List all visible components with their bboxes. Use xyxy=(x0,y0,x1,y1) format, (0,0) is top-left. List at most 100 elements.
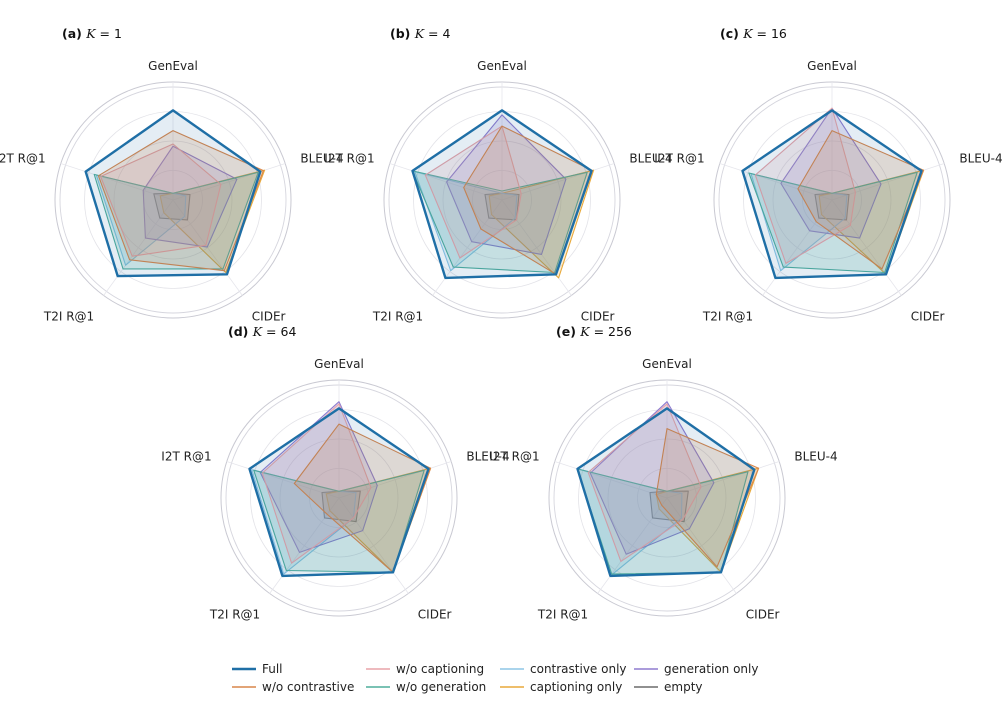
axis-spoke-cider xyxy=(831,199,902,296)
radar-panel-3: (c) K = 16 GenEval BLEU-4 CIDEr T2I R@1 I2T R… xyxy=(654,26,1002,323)
axis-label-bleu-4: BLEU-4 xyxy=(959,152,1002,166)
legend-item-w-o-captioning: w/o captioning xyxy=(366,662,484,676)
legend-item-captioning-only: captioning only xyxy=(500,680,622,694)
panel-k-value: = 16 xyxy=(753,26,787,41)
axis-label-bleu-4: BLEU-4 xyxy=(466,450,509,464)
axis-label-geneval: GenEval xyxy=(148,59,198,73)
panel-title: (b) K = 4 xyxy=(390,26,450,41)
axis-spoke-bleu-4 xyxy=(338,461,452,499)
panel-label: (a) xyxy=(62,26,86,41)
panel-label: (e) xyxy=(556,324,580,339)
series-w-o-generation xyxy=(748,171,918,274)
series-full xyxy=(411,109,593,280)
axis-label-bleu-4: BLEU-4 xyxy=(300,152,343,166)
axis-spoke-t2i-r-1 xyxy=(762,199,833,296)
series-w-o-generation xyxy=(93,171,259,270)
axis-label-t2i-r-1: T2I R@1 xyxy=(209,607,260,621)
panel-k-value: = 1 xyxy=(96,26,122,41)
panel-k-symbol: K xyxy=(414,26,425,41)
radar-panel-5: (e) K = 256 GenEval BLEU-4 CIDEr T2I R@1 I2T … xyxy=(489,324,837,621)
axis-label-cider: CIDEr xyxy=(911,309,945,323)
axis-spoke-t2i-r-1 xyxy=(597,497,668,594)
series-full xyxy=(576,407,756,578)
axis-label-i2t-r-1: I2T R@1 xyxy=(0,152,46,166)
axis-label-geneval: GenEval xyxy=(807,59,857,73)
panel-k-symbol: K xyxy=(252,324,263,339)
legend-item-empty: empty xyxy=(634,680,703,694)
radar-panel-4: (d) K = 64 GenEval BLEU-4 CIDEr T2I R@1 I2T R… xyxy=(161,324,509,621)
legend-item-w-o-generation: w/o generation xyxy=(366,680,486,694)
legend-item-generation-only: generation only xyxy=(634,662,758,676)
axis-spoke-i2t-r-1 xyxy=(389,163,503,201)
series-full xyxy=(741,109,923,280)
series-generation-only xyxy=(589,401,715,555)
series-w-o-captioning xyxy=(754,107,856,264)
legend-label: w/o captioning xyxy=(396,662,484,676)
axis-label-bleu-4: BLEU-4 xyxy=(629,152,672,166)
panel-k-symbol: K xyxy=(85,26,96,41)
axis-spoke-cider xyxy=(666,497,737,594)
axis-spoke-i2t-r-1 xyxy=(226,461,340,499)
panel-k-symbol: K xyxy=(742,26,753,41)
axis-label-cider: CIDEr xyxy=(746,607,780,621)
series-full xyxy=(84,109,262,278)
legend-label: w/o generation xyxy=(396,680,486,694)
radar-panel-1: (a) K = 1 GenEval BLEU-4 CIDEr T2I R@1 I2T R@… xyxy=(0,26,344,323)
panel-label: (d) xyxy=(228,324,253,339)
legend-label: Full xyxy=(262,662,283,676)
axis-label-geneval: GenEval xyxy=(642,357,692,371)
panel-k-symbol: K xyxy=(579,324,590,339)
series-w-o-captioning xyxy=(424,125,522,259)
axis-spoke-t2i-r-1 xyxy=(432,199,503,296)
series-w-o-generation xyxy=(253,469,425,573)
series-generation-only xyxy=(142,145,238,248)
panel-k-value: = 64 xyxy=(262,324,296,339)
axis-label-cider: CIDEr xyxy=(418,607,452,621)
axis-label-i2t-r-1: I2T R@1 xyxy=(654,152,704,166)
radar-panel-2: (b) K = 4 GenEval BLEU-4 CIDEr T2I R@1 I2T R@… xyxy=(324,26,672,323)
axis-label-t2i-r-1: T2I R@1 xyxy=(537,607,588,621)
series-full xyxy=(248,407,430,578)
series-empty xyxy=(814,192,850,221)
axis-spoke-bleu-4 xyxy=(666,461,780,499)
axis-spoke-cider xyxy=(338,497,409,594)
panel-k-value: = 256 xyxy=(590,324,632,339)
legend-label: generation only xyxy=(664,662,758,676)
axis-label-t2i-r-1: T2I R@1 xyxy=(372,309,423,323)
legend-label: empty xyxy=(664,680,703,694)
series-empty xyxy=(153,192,191,221)
axis-spoke-cider xyxy=(501,199,572,296)
axis-label-i2t-r-1: I2T R@1 xyxy=(324,152,374,166)
axis-label-cider: CIDEr xyxy=(252,309,286,323)
legend-label: w/o contrastive xyxy=(262,680,354,694)
axis-label-t2i-r-1: T2I R@1 xyxy=(702,309,753,323)
axis-label-bleu-4: BLEU-4 xyxy=(794,450,837,464)
axis-spoke-bleu-4 xyxy=(831,163,945,201)
axis-spoke-i2t-r-1 xyxy=(554,461,668,499)
panel-title: (d) K = 64 xyxy=(228,324,296,339)
axis-label-t2i-r-1: T2I R@1 xyxy=(43,309,94,323)
panel-k-value: = 4 xyxy=(424,26,450,41)
axis-label-cider: CIDEr xyxy=(581,309,615,323)
legend-label: captioning only xyxy=(530,680,622,694)
legend-label: contrastive only xyxy=(530,662,627,676)
series-w-o-captioning xyxy=(587,403,702,562)
axis-spoke-bleu-4 xyxy=(172,163,286,201)
panel-label: (c) xyxy=(720,26,743,41)
series-generation-only xyxy=(259,401,378,553)
panel-title: (a) K = 1 xyxy=(62,26,122,41)
axis-label-i2t-r-1: I2T R@1 xyxy=(161,450,211,464)
axis-label-geneval: GenEval xyxy=(314,357,364,371)
axis-label-i2t-r-1: I2T R@1 xyxy=(489,450,539,464)
axis-spoke-t2i-r-1 xyxy=(103,199,174,296)
series-empty xyxy=(484,192,520,221)
panel-title: (e) K = 256 xyxy=(556,324,632,339)
series-w-o-captioning xyxy=(261,403,372,564)
legend-item-w-o-contrastive: w/o contrastive xyxy=(232,680,354,694)
series-w-o-captioning xyxy=(100,143,222,257)
legend-item-full: Full xyxy=(232,662,283,676)
legend-item-contrastive-only: contrastive only xyxy=(500,662,627,676)
panel-title: (c) K = 16 xyxy=(720,26,787,41)
series-w-o-contrastive xyxy=(463,125,594,275)
